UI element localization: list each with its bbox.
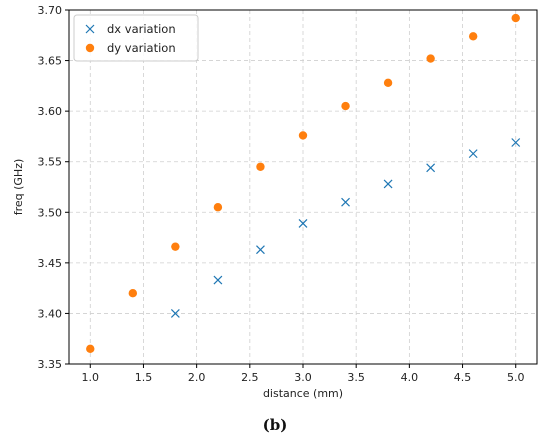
x-tick-label: 1.5 (135, 371, 153, 384)
dx-point (511, 138, 521, 147)
dx-point (213, 275, 223, 285)
axes: 1.0 1.5 2.0 2.5 3.0 3.5 4.0 4.5 5.0 3.35 3.40 3.45 3… (38, 4, 538, 384)
dx-point-stroke (341, 197, 350, 207)
dx-point-stroke (298, 218, 308, 228)
x-tick-label: 2.5 (241, 371, 259, 384)
dy-point (511, 13, 520, 23)
legend-box (73, 14, 199, 62)
dx-point (341, 197, 350, 207)
dx-point-stroke (213, 275, 223, 285)
dy-point (256, 162, 265, 171)
dy-point (298, 131, 308, 140)
grid (69, 9, 537, 365)
series-dx (170, 138, 521, 318)
x-axis-label: distance (mm) (263, 387, 343, 400)
scatter-chart: 1.0 1.5 2.0 2.5 3.0 3.5 4.0 4.5 5.0 3.35 3.40 3.45 3… (12, 4, 538, 400)
legend-marker-stroke (85, 24, 95, 34)
dy-point (426, 54, 435, 63)
dx-point (383, 179, 393, 189)
x-tick-label: 3.0 (294, 371, 312, 384)
y-tick-label: 3.55 (38, 156, 63, 169)
series-dy (86, 13, 520, 354)
y-tick-label: 3.60 (38, 105, 63, 118)
dy-point (383, 78, 393, 88)
dx-point (426, 163, 436, 173)
legend-marker (85, 43, 95, 53)
legend-entry: dx variation (85, 22, 176, 36)
dy-point (171, 242, 180, 251)
y-tick-label: 3.35 (38, 358, 63, 371)
y-axis-label: freq (GHz) (12, 159, 25, 216)
dx-point-stroke (170, 309, 180, 318)
dy-point (213, 203, 223, 212)
panel-label: (b) (0, 416, 550, 434)
legend-marker (85, 24, 95, 34)
legend-entry: dy variation (85, 41, 176, 55)
dx-point-stroke (256, 245, 265, 255)
x-tick-label: 4.5 (454, 371, 472, 384)
dx-point-stroke (426, 163, 436, 173)
x-tick-label: 2.0 (188, 371, 206, 384)
dx-point (298, 218, 308, 228)
x-tick-label: 5.0 (507, 371, 525, 384)
dx-point-stroke (468, 149, 478, 159)
y-tick-label: 3.40 (38, 307, 63, 320)
data-points (86, 13, 521, 354)
dx-point-stroke (383, 179, 393, 189)
legend: dx variation dy variation (73, 14, 199, 62)
dy-point (341, 101, 350, 111)
y-tick-label: 3.70 (38, 4, 63, 17)
y-tick-label: 3.45 (38, 257, 63, 270)
x-tick-label: 3.5 (347, 371, 365, 384)
x-tick-label: 4.0 (401, 371, 419, 384)
dx-point (468, 149, 478, 159)
panel-label-text: (b) (262, 416, 288, 434)
x-tick-label: 1.0 (82, 371, 100, 384)
legend-label: dx variation (107, 22, 176, 36)
dy-point (128, 289, 138, 298)
dx-point (170, 309, 180, 318)
dy-point (468, 32, 478, 41)
dy-point (86, 344, 95, 354)
legend-label: dy variation (107, 41, 176, 55)
dx-point-stroke (511, 138, 521, 147)
y-tick-label: 3.65 (38, 55, 63, 68)
dx-point (256, 245, 265, 255)
y-tick-label: 3.50 (38, 206, 63, 219)
